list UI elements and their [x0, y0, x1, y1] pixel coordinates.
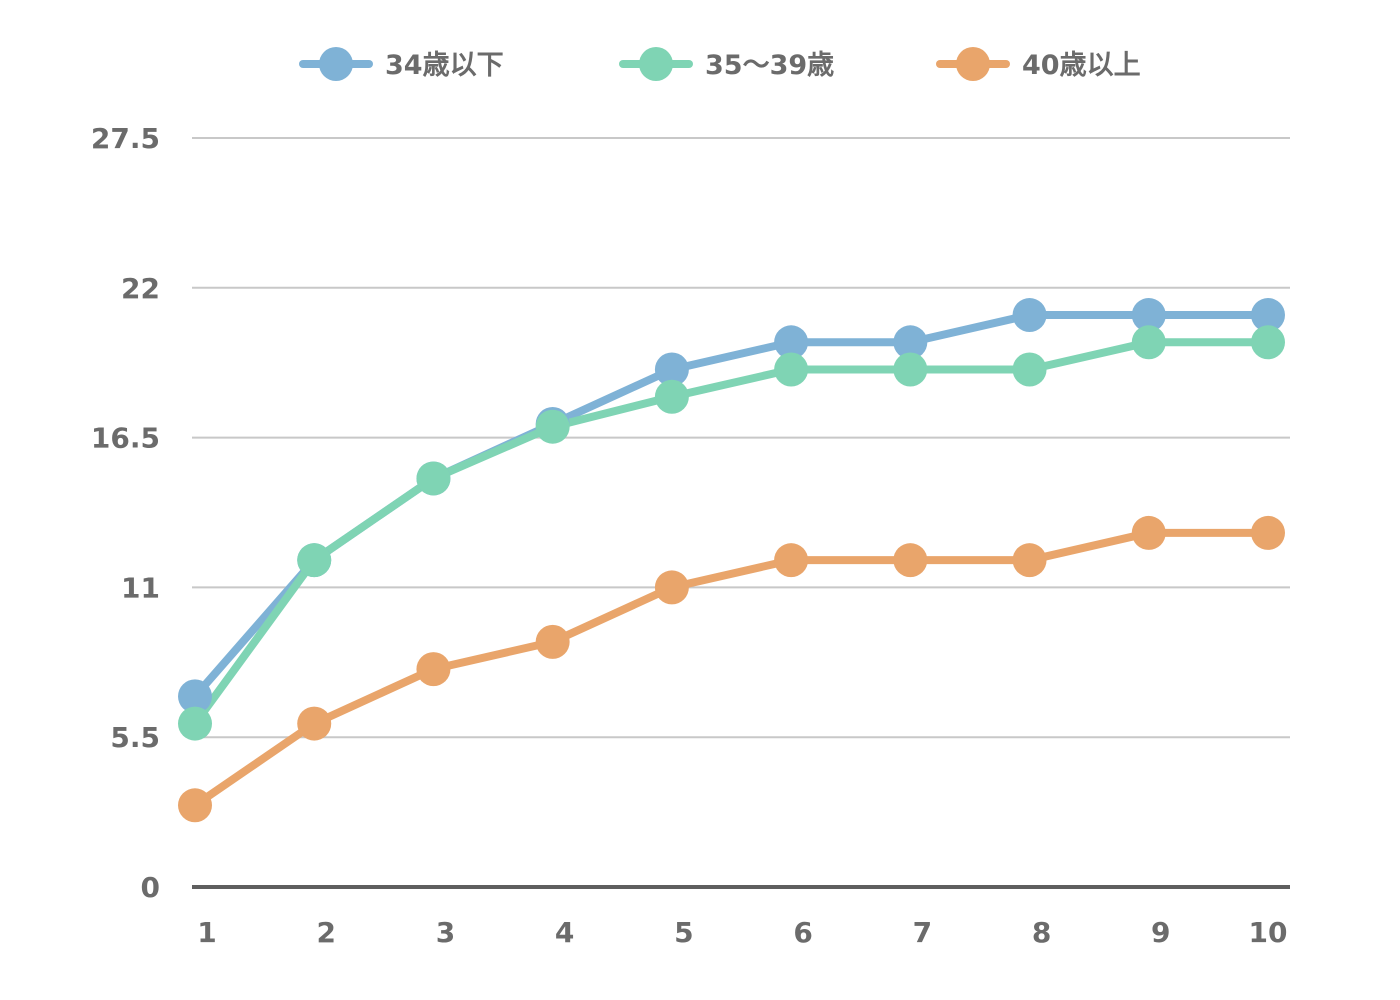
data-point — [893, 325, 928, 360]
data-point — [774, 352, 809, 387]
series-line-3 — [191, 528, 1272, 810]
data-point — [893, 543, 928, 578]
x-tick-label: 3 — [436, 916, 455, 949]
x-tick-label: 6 — [793, 916, 812, 949]
data-point — [416, 652, 451, 687]
data-point — [774, 543, 809, 578]
data-point — [893, 352, 928, 387]
data-point — [178, 679, 212, 714]
data-point — [297, 706, 332, 741]
series-group — [178, 298, 1285, 823]
data-point — [654, 570, 689, 605]
legend-marker — [639, 47, 673, 81]
data-point — [416, 461, 451, 496]
data-point — [297, 543, 332, 578]
data-point — [654, 379, 689, 414]
x-tick-label: 7 — [913, 916, 932, 949]
series-line-2 — [191, 338, 1272, 728]
data-point — [1131, 325, 1166, 360]
x-axis: 1 2 3 4 5 6 7 8 9 10 — [192, 885, 1290, 949]
data-point — [1131, 515, 1166, 550]
x-tick-label: 10 — [1249, 916, 1288, 949]
legend: 34歳以下 35～39歳 40歳以上 — [299, 47, 1141, 81]
y-tick-label: 22 — [121, 272, 160, 305]
data-point — [1012, 543, 1047, 578]
series-line-1 — [191, 311, 1272, 701]
data-point — [1012, 352, 1047, 387]
y-tick-label: 11 — [121, 571, 160, 604]
data-point — [1251, 515, 1285, 550]
data-point — [1251, 325, 1285, 360]
legend-marker — [956, 47, 990, 81]
legend-label: 34歳以下 — [385, 50, 504, 81]
y-tick-label: 5.5 — [110, 721, 160, 754]
data-point — [535, 409, 570, 444]
data-point — [178, 788, 212, 823]
data-point — [1251, 298, 1285, 333]
gridlines — [192, 137, 1290, 739]
legend-label: 40歳以上 — [1022, 50, 1141, 81]
legend-marker — [319, 47, 353, 81]
x-tick-label: 5 — [674, 916, 693, 949]
data-point — [774, 325, 809, 360]
data-point — [654, 352, 689, 387]
data-point — [1131, 298, 1166, 333]
y-tick-label: 0 — [141, 871, 160, 904]
x-tick-label: 4 — [555, 916, 574, 949]
y-tick-label: 16.5 — [91, 422, 160, 455]
x-tick-label: 2 — [316, 916, 335, 949]
legend-label: 35～39歳 — [705, 50, 834, 81]
x-tick-label: 8 — [1032, 916, 1051, 949]
data-point — [535, 624, 570, 659]
x-tick-label: 1 — [197, 916, 216, 949]
y-axis: 0 5.5 11 16.5 22 27.5 — [91, 122, 160, 904]
y-tick-label: 27.5 — [91, 122, 160, 155]
x-tick-label: 9 — [1151, 916, 1170, 949]
data-point — [1012, 298, 1047, 333]
data-point — [178, 706, 212, 741]
